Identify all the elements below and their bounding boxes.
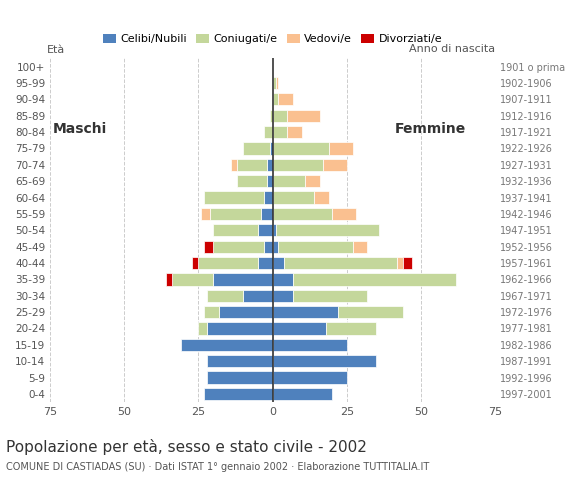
Bar — [273, 208, 332, 220]
Bar — [273, 240, 278, 253]
Bar — [201, 208, 211, 220]
Bar — [207, 372, 273, 384]
Text: Maschi: Maschi — [53, 122, 107, 136]
Bar — [273, 224, 275, 237]
Bar — [353, 240, 368, 253]
Bar — [258, 224, 273, 237]
Bar — [270, 142, 273, 155]
Bar — [273, 306, 338, 318]
Bar — [273, 355, 376, 367]
Bar — [264, 192, 273, 204]
Text: Femmine: Femmine — [395, 122, 466, 136]
Bar — [273, 372, 347, 384]
Bar — [237, 175, 267, 187]
Bar — [273, 109, 288, 122]
Bar — [243, 142, 270, 155]
Bar — [314, 192, 329, 204]
Bar — [267, 175, 273, 187]
Bar — [273, 289, 293, 302]
Bar — [273, 273, 293, 286]
Bar — [213, 273, 273, 286]
Bar — [258, 257, 273, 269]
Bar — [213, 240, 264, 253]
Bar — [180, 339, 273, 351]
Bar — [276, 77, 278, 89]
Bar — [172, 273, 213, 286]
Legend: Celibi/Nubili, Coniugati/e, Vedovi/e, Divorziati/e: Celibi/Nubili, Coniugati/e, Vedovi/e, Di… — [98, 30, 447, 49]
Text: Età: Età — [47, 45, 66, 55]
Bar — [293, 289, 368, 302]
Bar — [273, 388, 332, 400]
Bar — [207, 323, 273, 335]
Bar — [204, 240, 213, 253]
Bar — [264, 240, 273, 253]
Bar — [273, 77, 275, 89]
Bar — [273, 175, 305, 187]
Bar — [326, 323, 376, 335]
Bar — [207, 289, 243, 302]
Bar — [284, 257, 397, 269]
Bar — [166, 273, 172, 286]
Bar — [288, 126, 302, 138]
Bar — [273, 192, 314, 204]
Bar — [273, 93, 278, 106]
Bar — [264, 126, 273, 138]
Bar — [219, 306, 273, 318]
Bar — [288, 109, 320, 122]
Text: Anno di nascita: Anno di nascita — [409, 44, 495, 54]
Bar — [204, 192, 264, 204]
Bar — [267, 159, 273, 171]
Bar — [305, 175, 320, 187]
Bar — [278, 240, 353, 253]
Bar — [198, 257, 258, 269]
Bar — [270, 109, 273, 122]
Bar — [278, 93, 293, 106]
Bar — [276, 224, 379, 237]
Bar — [211, 208, 260, 220]
Bar — [273, 257, 284, 269]
Bar — [193, 257, 198, 269]
Bar — [332, 208, 356, 220]
Bar — [329, 142, 353, 155]
Bar — [273, 323, 326, 335]
Bar — [397, 257, 403, 269]
Bar — [204, 388, 273, 400]
Bar — [213, 224, 258, 237]
Bar — [338, 306, 403, 318]
Bar — [204, 306, 219, 318]
Bar — [273, 126, 288, 138]
Bar — [403, 257, 412, 269]
Bar — [243, 289, 273, 302]
Bar — [273, 142, 329, 155]
Bar — [207, 355, 273, 367]
Bar — [293, 273, 456, 286]
Bar — [237, 159, 267, 171]
Bar — [323, 159, 347, 171]
Bar — [198, 323, 207, 335]
Bar — [260, 208, 273, 220]
Bar — [273, 339, 347, 351]
Bar — [231, 159, 237, 171]
Bar — [273, 159, 323, 171]
Text: Popolazione per età, sesso e stato civile - 2002: Popolazione per età, sesso e stato civil… — [6, 439, 367, 455]
Text: COMUNE DI CASTIADAS (SU) · Dati ISTAT 1° gennaio 2002 · Elaborazione TUTTITALIA.: COMUNE DI CASTIADAS (SU) · Dati ISTAT 1°… — [6, 462, 429, 472]
